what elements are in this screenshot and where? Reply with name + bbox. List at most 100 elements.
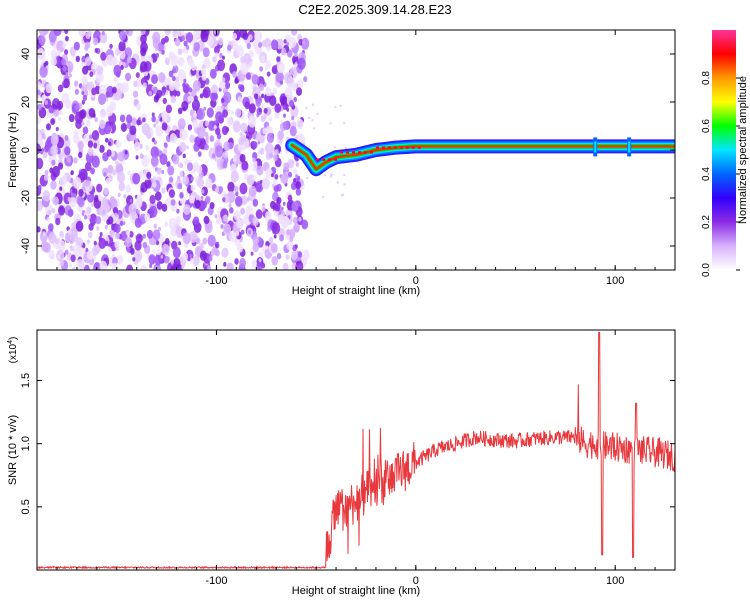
noise-speck	[215, 111, 223, 123]
spectrogram-x-ticks: -100 0 100	[56, 30, 676, 287]
noise-speck	[297, 79, 304, 89]
noise-speck	[151, 115, 156, 123]
noise-speck	[248, 185, 257, 197]
noise-speck	[258, 258, 262, 263]
noise-speck	[274, 149, 279, 156]
noise-speck	[232, 32, 238, 40]
noise-speck	[67, 196, 71, 202]
noise-speck	[81, 121, 85, 126]
noise-speck	[296, 87, 303, 96]
noise-speck	[177, 175, 181, 181]
noise-speck	[67, 65, 73, 73]
noise-speck	[209, 201, 215, 210]
noise-speck	[156, 167, 162, 175]
x-tick-label: 0	[413, 575, 419, 587]
noise-speck	[203, 106, 207, 111]
noise-speck	[252, 85, 257, 92]
x-tick-label: -100	[205, 575, 227, 587]
noise-speck	[111, 169, 117, 176]
noise-speck	[59, 175, 67, 187]
noise-speck	[71, 222, 77, 230]
noise-speck	[294, 225, 300, 233]
noise-speck	[291, 263, 296, 270]
x-tick-label: 0	[413, 275, 419, 287]
noise-speck	[252, 216, 259, 226]
noise-speck	[81, 86, 85, 91]
noise-speck	[166, 161, 171, 168]
noise-speck	[57, 254, 61, 260]
noise-speck	[266, 132, 275, 144]
noise-speck	[219, 80, 226, 90]
noise-speck	[70, 170, 74, 176]
noise-speck	[232, 71, 237, 79]
noise-speck	[74, 80, 79, 87]
noise-speck	[90, 167, 95, 175]
signal-peak	[399, 146, 403, 149]
noise-speck	[84, 56, 92, 66]
noise-speck	[176, 208, 180, 214]
noise-speck	[239, 131, 243, 137]
noise-speck	[286, 233, 291, 240]
noise-speck	[116, 254, 124, 265]
noise-speck	[271, 173, 274, 178]
noise-speck	[213, 125, 217, 130]
noise-speck	[297, 251, 303, 258]
noise-speck	[275, 70, 284, 84]
noise-speck	[37, 116, 42, 124]
noise-speck	[258, 108, 262, 113]
noise-speck	[228, 203, 232, 208]
noise-speck	[68, 85, 72, 91]
noise-speck	[170, 95, 177, 104]
noise-speck	[105, 91, 110, 98]
signal-peak	[357, 151, 361, 154]
noise-speck	[41, 240, 49, 252]
noise-speck	[341, 193, 345, 196]
noise-speck	[152, 31, 161, 44]
noise-speck	[150, 155, 159, 167]
noise-speck	[229, 231, 237, 243]
noise-speck	[93, 142, 98, 149]
noise-speck	[227, 181, 235, 193]
noise-speck	[142, 233, 147, 239]
noise-speck	[223, 141, 231, 152]
noise-speck	[55, 217, 61, 226]
noise-speck	[169, 82, 176, 92]
colorbar-tick-label: 0.4	[701, 167, 712, 181]
noise-speck	[248, 103, 256, 114]
noise-speck	[165, 104, 172, 114]
noise-speck	[192, 80, 201, 92]
noise-speck	[99, 32, 108, 44]
noise-speck	[246, 197, 250, 202]
noise-speck	[245, 72, 252, 80]
noise-speck	[39, 30, 48, 37]
noise-speck	[127, 170, 131, 176]
noise-speck	[153, 123, 157, 128]
noise-speck	[273, 179, 278, 186]
noise-speck	[96, 65, 104, 75]
noise-speck	[145, 144, 150, 151]
noise-speck	[339, 104, 342, 108]
noise-speck	[176, 90, 181, 97]
noise-speck	[100, 51, 107, 61]
noise-speck	[261, 177, 271, 190]
noise-speck	[110, 196, 115, 204]
noise-speck	[287, 205, 291, 211]
noise-speck	[170, 199, 176, 206]
noise-speck	[305, 106, 308, 110]
noise-speck	[182, 175, 189, 185]
noise-speck	[240, 207, 246, 215]
noise-speck	[92, 113, 96, 118]
noise-speck	[62, 42, 67, 49]
x-tick-label: -100	[205, 275, 227, 287]
snr-x-label: Height of straight line (km)	[292, 585, 420, 597]
noise-speck	[323, 173, 327, 177]
noise-speck	[65, 71, 69, 76]
noise-speck	[265, 245, 269, 250]
noise-speck	[39, 231, 48, 243]
noise-speck	[276, 183, 282, 192]
noise-speck	[298, 38, 303, 46]
noise-speck	[92, 37, 99, 46]
noise-speck	[126, 122, 131, 130]
noise-speck	[129, 247, 135, 255]
noise-speck	[175, 226, 184, 238]
